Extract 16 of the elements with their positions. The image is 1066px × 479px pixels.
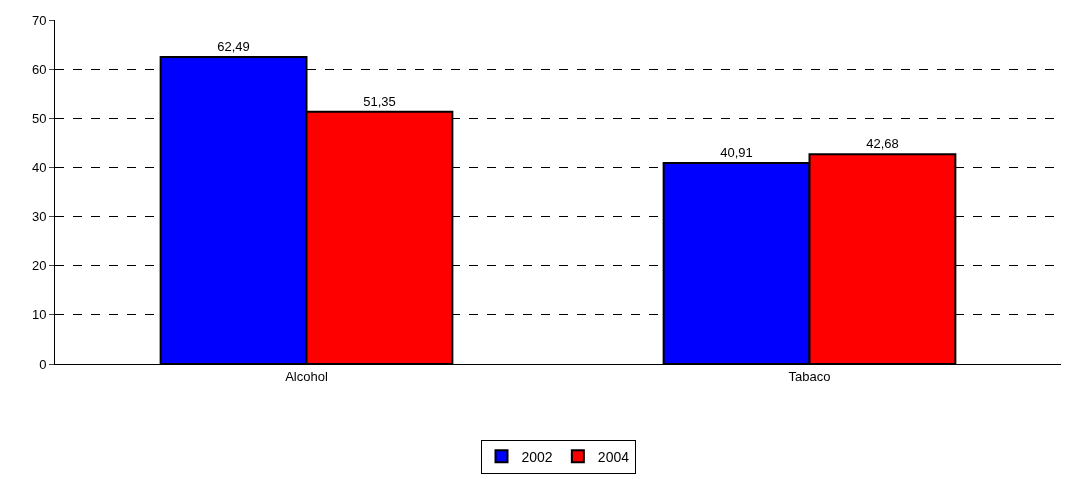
x-tick-label: Tabaco — [788, 368, 831, 384]
y-tick-label: 60 — [31, 61, 47, 77]
legend-label: 2002 — [521, 448, 553, 465]
y-tick-label: 50 — [31, 110, 47, 126]
data-label: 42,68 — [866, 136, 899, 152]
legend-label: 2004 — [597, 448, 630, 465]
data-label: 40,91 — [720, 144, 753, 160]
y-tick-label: 70 — [31, 12, 47, 28]
y-tick-label: 10 — [31, 307, 47, 323]
data-label: 51,35 — [363, 93, 396, 109]
x-tick-label: Alcohol — [285, 368, 328, 384]
y-tick-label: 30 — [31, 209, 47, 225]
y-tick-label: 40 — [31, 159, 47, 175]
data-label: 62,49 — [217, 38, 250, 54]
y-tick-label: 0 — [39, 356, 47, 372]
y-tick-label: 20 — [31, 258, 47, 274]
